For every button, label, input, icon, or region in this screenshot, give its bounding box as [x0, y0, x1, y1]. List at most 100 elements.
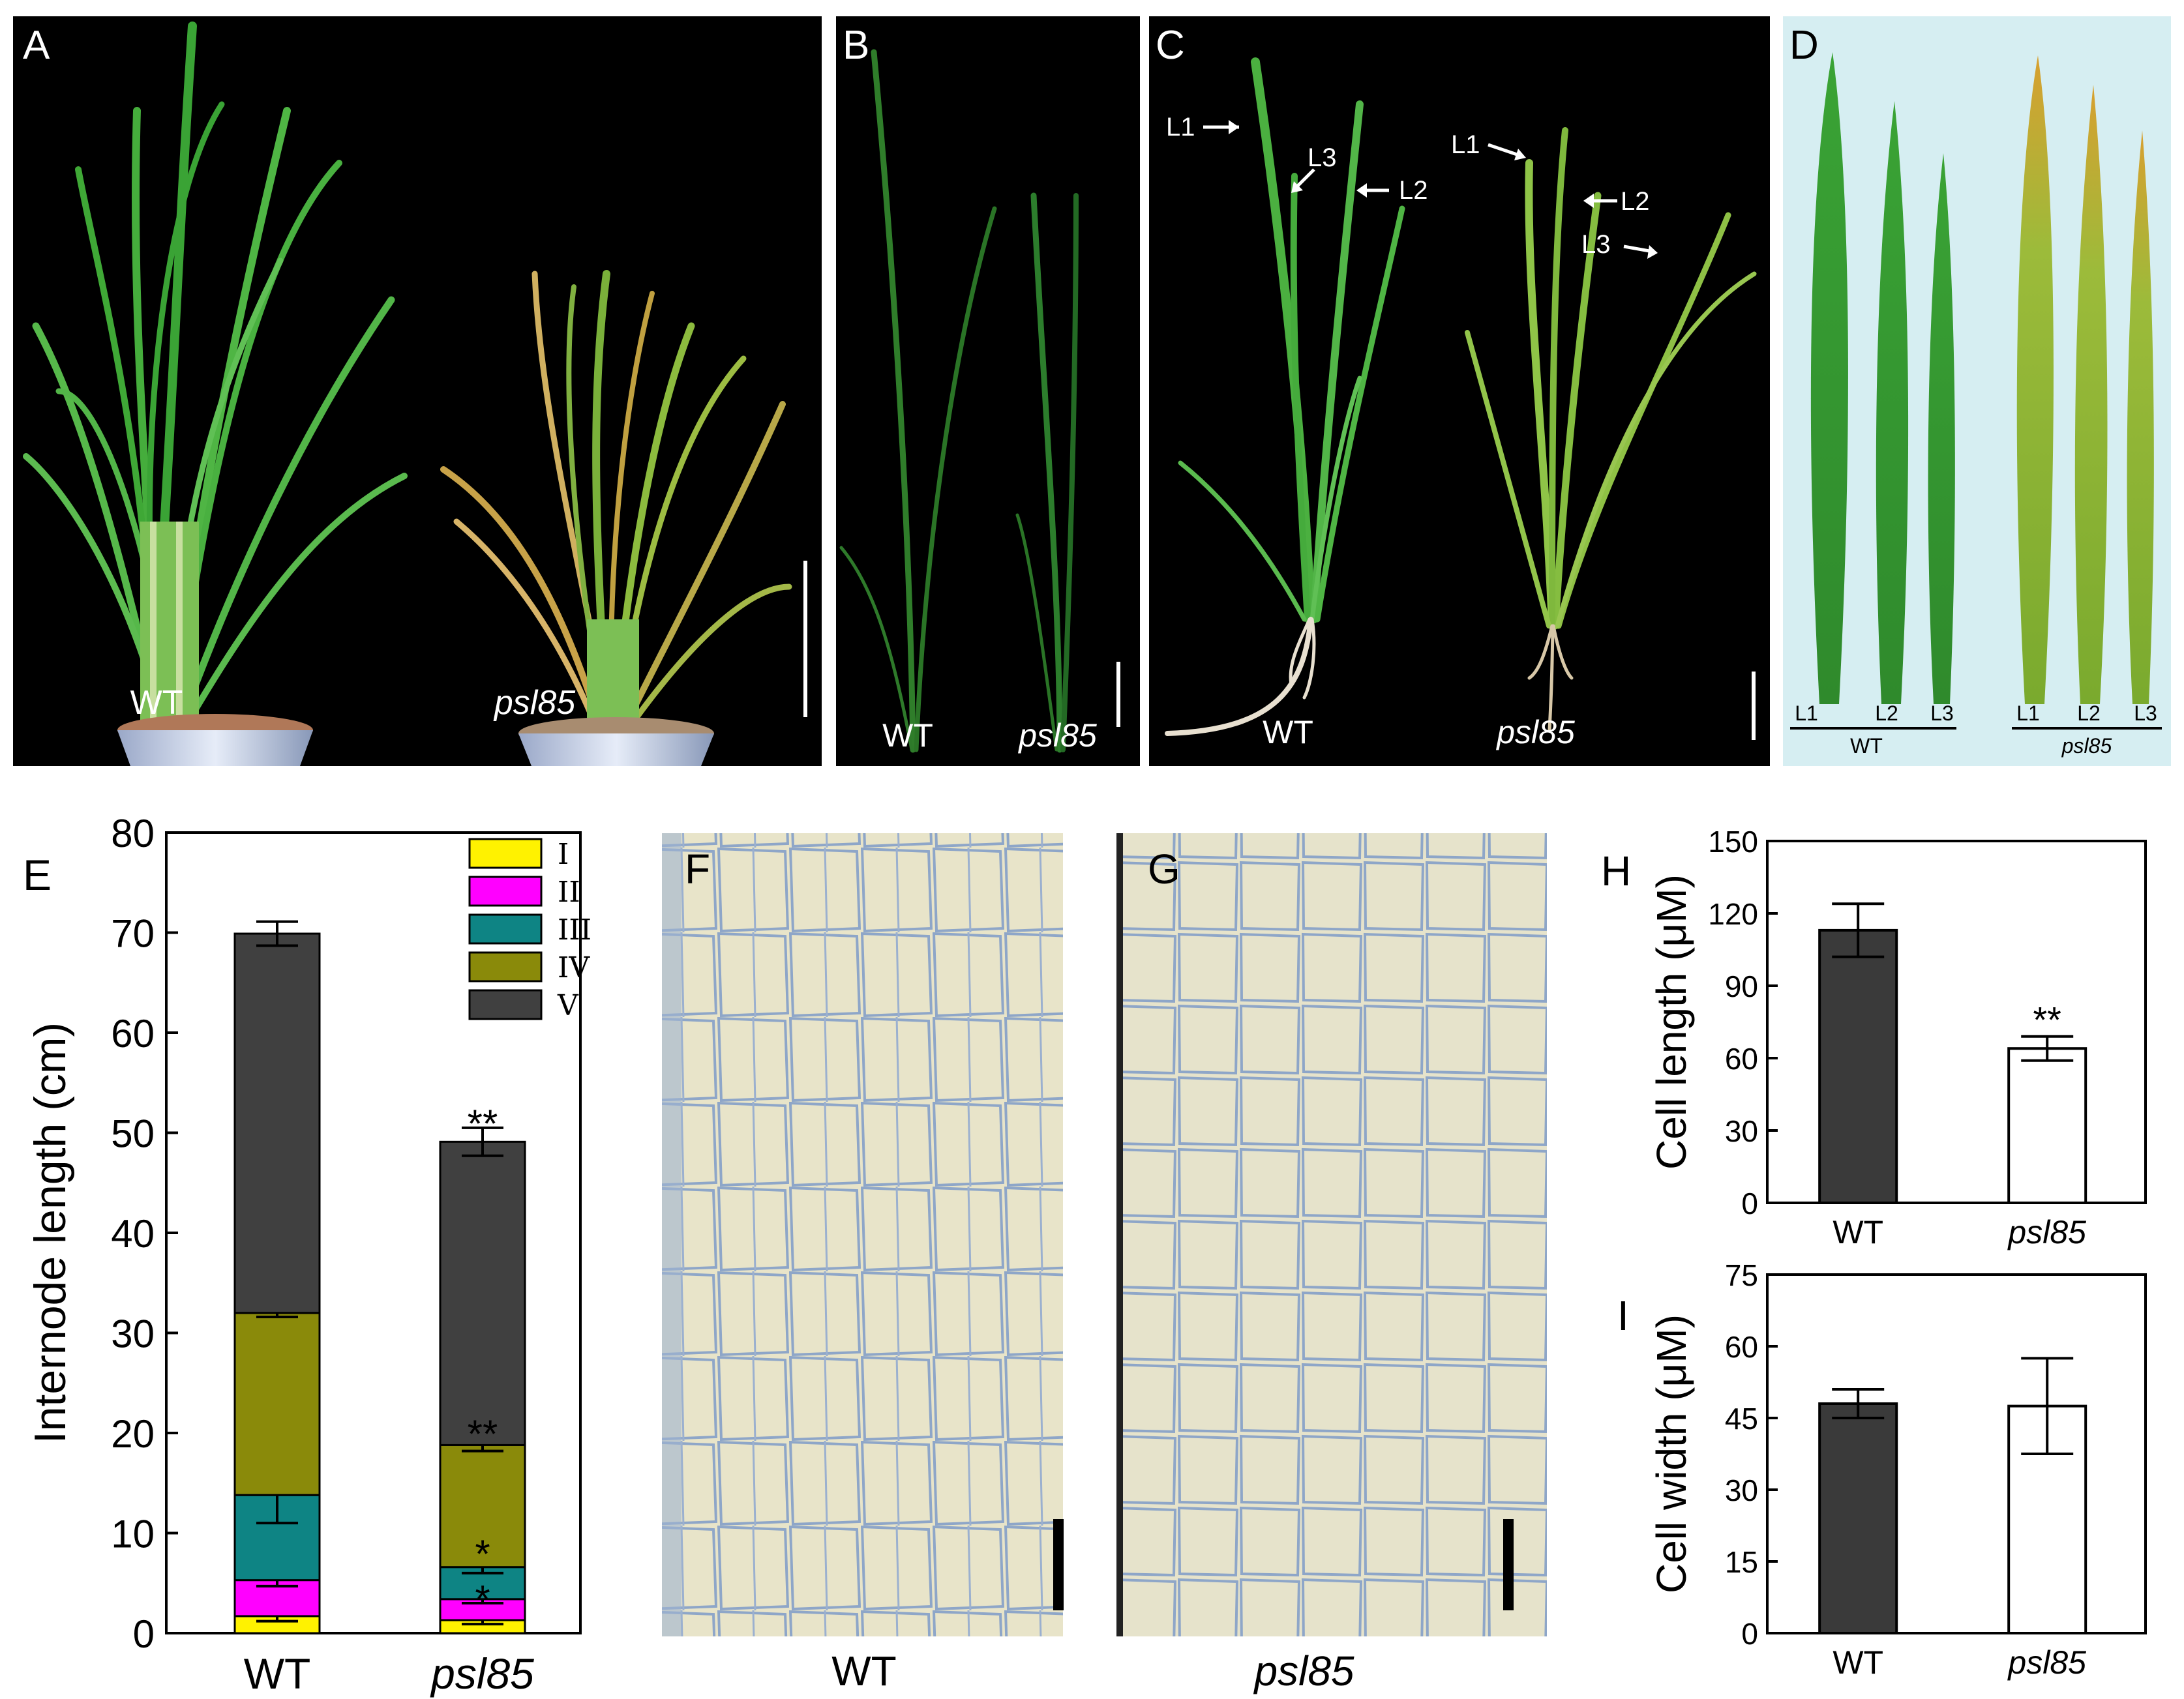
- panel-c-wt-arrows: L1 L3 L2: [1166, 113, 1428, 205]
- chart-e-annotation-0: **: [468, 1102, 498, 1145]
- chart-e-bar-WT-IV: [233, 1312, 321, 1496]
- chart-e-legend-label-I: I: [558, 838, 569, 871]
- panel-d-mutant-bracket: [2012, 727, 2162, 730]
- panel-d-leaf-label-6: L3: [2134, 702, 2157, 725]
- panel-c-wt-arrow-label-3: L2: [1399, 176, 1428, 205]
- panel-b-mutant-label: psl85: [1017, 717, 1097, 754]
- panel-c: C L1 L3 L2 L1 L2 L3 WT psl85: [1149, 16, 1770, 766]
- chart-e-legend-swatch-II: [468, 876, 543, 907]
- panel-a-mutant-label: psl85: [493, 684, 576, 722]
- chart-e: E Internode length (cm) 0 10 20 30 40 50 60 70 8…: [23, 812, 591, 1698]
- panel-c-background: [1149, 16, 1770, 766]
- chart-e-bar-psl85-V: [439, 1140, 526, 1446]
- chart-i-bar-WT: [1818, 1402, 1898, 1634]
- panel-a-mutant-pot: [518, 717, 714, 766]
- panel-c-mutant-roots: [1527, 624, 1574, 732]
- chart-h-bar-WT: [1818, 928, 1898, 1205]
- panel-d: D L1 L2 L3 L1 L2 L3 WT psl85: [1783, 16, 2171, 766]
- chart-i-ytick-label-5: 75: [1725, 1258, 1758, 1292]
- panel-a-label: A: [23, 23, 50, 68]
- panel-f-label: F: [685, 846, 710, 893]
- panel-c-wt-roots: [1165, 617, 1316, 736]
- panel-d-leaf-labels: L1 L2 L3 L1 L2 L3: [1795, 702, 2157, 725]
- panel-c-mutant-arrow-label-1: L1: [1451, 130, 1480, 159]
- chart-e-ytick-label-4: 40: [111, 1212, 155, 1256]
- panel-b: B WT psl85: [836, 16, 1140, 766]
- chart-h-ylabel: Cell length (μM): [1648, 874, 1695, 1170]
- panel-f-caption: WT: [831, 1647, 897, 1694]
- chart-e-ylabel: Internode length (cm): [25, 1022, 75, 1443]
- chart-e-xtick-label-1: psl85: [430, 1649, 534, 1698]
- chart-e-legend-swatch-V: [468, 989, 543, 1020]
- chart-i: I Cell width (μM) 0 15 30 45 60 75 WT psl85: [1617, 1258, 2147, 1681]
- chart-e-legend-label-II: II: [558, 876, 580, 909]
- panel-d-leaf-label-1: L1: [1795, 702, 1818, 725]
- chart-i-frame: [1766, 1273, 2147, 1634]
- panel-c-scale-bar: [1752, 672, 1756, 740]
- panel-g-scale-bar: [1503, 1519, 1514, 1610]
- chart-h-panel-label: H: [1601, 848, 1631, 894]
- chart-e-ytick-label-1: 10: [111, 1513, 155, 1556]
- panel-c-label: C: [1156, 23, 1185, 68]
- panel-b-wt-seedling: [839, 49, 997, 753]
- chart-h-xtick-label-1: psl85: [2007, 1214, 2086, 1250]
- chart-e-legend-label-IV: IV: [558, 951, 590, 984]
- panel-c-wt-arrow-label-2: L3: [1308, 143, 1337, 172]
- chart-e-xtick-label-0: WT: [244, 1649, 311, 1698]
- panel-g-micrograph: [1116, 833, 1547, 1636]
- chart-e-ytick-label-3: 30: [111, 1312, 155, 1356]
- panel-f-scale-bar: [1053, 1519, 1064, 1610]
- panel-a-wt-label: WT: [130, 684, 183, 722]
- panel-d-label: D: [1789, 23, 1819, 68]
- panel-d-wt-label: WT: [1850, 734, 1883, 758]
- chart-i-ytick-label-1: 15: [1725, 1545, 1758, 1579]
- panel-d-leaf-label-4: L1: [2016, 702, 2040, 725]
- panel-a-wt-pot: [117, 714, 313, 766]
- panel-b-label: B: [843, 23, 869, 68]
- panel-b-scale-bar: [1116, 662, 1120, 727]
- chart-h-xtick-label-0: WT: [1832, 1214, 1883, 1250]
- chart-h-ytick-label-5: 150: [1708, 825, 1758, 859]
- panel-g-edge: [1116, 833, 1123, 1636]
- panel-b-wt-label: WT: [882, 717, 933, 754]
- chart-i-ytick-label-4: 60: [1725, 1330, 1758, 1364]
- panel-f-edge: [662, 833, 681, 1636]
- chart-i-ytick-label-0: 0: [1741, 1617, 1758, 1651]
- panel-a-scale-bar: [803, 561, 807, 717]
- panel-c-wt-label: WT: [1263, 714, 1313, 750]
- chart-h-ytick-label-1: 30: [1725, 1114, 1758, 1148]
- chart-e-ytick-label-2: 20: [111, 1412, 155, 1456]
- chart-h-bar-psl85: [2007, 1047, 2087, 1204]
- panel-g-caption: psl85: [1253, 1647, 1354, 1694]
- chart-h-ytick-label-4: 120: [1708, 897, 1758, 931]
- panel-d-leaf-label-5: L2: [2077, 702, 2101, 725]
- chart-e-bar-WT-V: [233, 932, 321, 1314]
- chart-e-legend-label-V: V: [557, 989, 579, 1022]
- chart-i-ytick-label-2: 30: [1725, 1473, 1758, 1507]
- panel-a: A WT psl85: [13, 16, 822, 766]
- chart-i-ytick-label-3: 45: [1725, 1402, 1758, 1436]
- chart-e-panel-label: E: [23, 851, 52, 899]
- chart-h-ytick-label-2: 60: [1725, 1042, 1758, 1076]
- panel-a-mutant-stems: [587, 619, 639, 737]
- chart-h-frame: [1766, 840, 2147, 1204]
- chart-e-ytick-label-7: 70: [111, 912, 155, 956]
- chart-e-ytick-label-5: 50: [111, 1112, 155, 1156]
- chart-i-ylabel: Cell width (μM): [1648, 1314, 1695, 1593]
- chart-i-xtick-label-1: psl85: [2007, 1644, 2086, 1681]
- panel-f: F WT: [662, 833, 1064, 1694]
- panel-c-mutant-arrow-label-3: L3: [1581, 230, 1611, 259]
- chart-e-annotation-3: *: [475, 1577, 490, 1621]
- chart-e-annotation-1: **: [468, 1412, 498, 1456]
- chart-e-ytick-label-6: 60: [111, 1012, 155, 1056]
- panel-g-label: G: [1148, 846, 1180, 893]
- panel-d-leaf-label-2: L2: [1875, 702, 1898, 725]
- panel-b-mutant-seedling: [1015, 192, 1079, 753]
- panel-a-wt-stems: [140, 522, 199, 737]
- panel-c-wt-arrow-label-1: L1: [1166, 113, 1195, 141]
- chart-e-legend-swatch-I: [468, 838, 543, 869]
- panel-c-mutant-arrows: L1 L2 L3: [1451, 130, 1658, 259]
- panel-g: G psl85: [1116, 833, 1547, 1694]
- panel-d-leaf-label-3: L3: [1930, 702, 1954, 725]
